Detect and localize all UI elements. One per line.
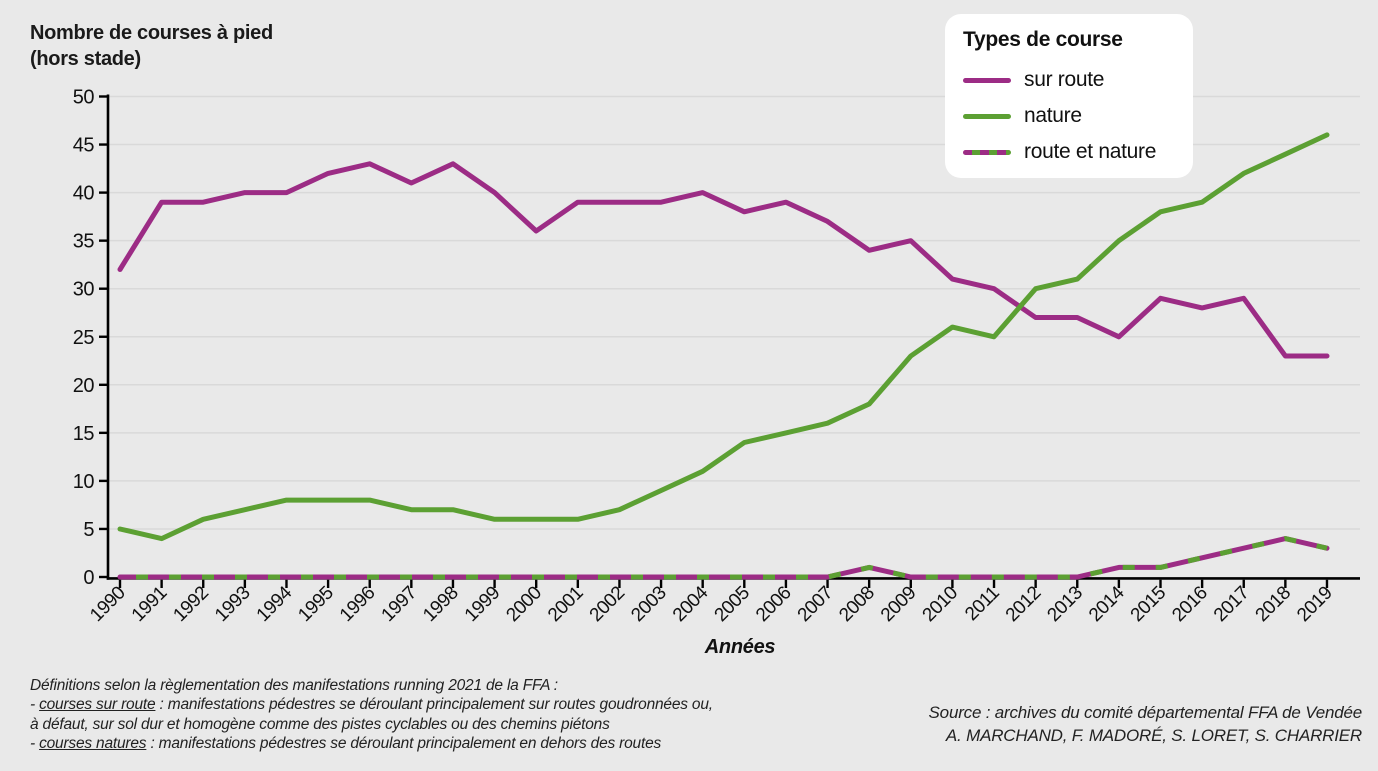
x-tick-label: 2003 [627,583,670,626]
x-tick-label: 1998 [419,583,462,626]
y-tick-label: 10 [73,471,95,493]
chart-title-line1: Nombre de courses à pied [30,22,273,44]
x-tick-label: 2002 [586,583,629,626]
x-tick-label: 2007 [794,583,837,626]
footnote-text: - [30,696,40,714]
y-tick-label: 30 [73,279,95,301]
chart-title-line2: (hors stade) [30,48,141,70]
y-tick-label: 20 [73,375,95,397]
footnote-term-underlined: courses sur route [39,696,156,714]
x-tick-label: 2010 [919,583,962,626]
x-tick-label: 2008 [835,583,878,626]
x-tick-label: 2018 [1252,583,1295,626]
series-line-route-et-nature-dash-overlay [120,536,1328,580]
x-tick-label: 1995 [294,583,337,626]
x-tick-label: 1990 [86,583,129,626]
footnote-text: : manifestations pédestres se déroulant … [155,696,714,714]
y-tick-label: 40 [73,183,95,205]
footnote-line: - courses sur route : manifestations péd… [30,695,713,714]
footnote-term-underlined: courses natures [39,734,147,752]
y-tick-label: 5 [83,519,94,541]
x-tick-label: 2017 [1210,583,1253,626]
x-tick-label: 2019 [1293,583,1336,626]
x-tick-label: 2009 [877,583,920,626]
footnote-text: à défaut, sur sol dur et homogène comme … [30,715,610,733]
series-line-route-et-nature [117,536,1330,580]
y-tick-label: 0 [83,567,94,589]
y-tick-label: 25 [73,327,95,349]
x-tick-label: 2014 [1085,582,1129,626]
x-tick-label: 1996 [336,583,379,626]
footnote-text: : manifestations pédestres se déroulant … [146,734,662,752]
legend-items: sur route nature route et nature [963,62,1175,170]
x-tick-label: 2016 [1168,583,1211,626]
x-tick-label: 1999 [461,583,504,626]
x-tick-label: 2001 [544,583,587,626]
footnote-text: Définitions selon la règlementation des … [30,677,558,694]
source-credit: Source : archives du comité départementa… [928,702,1363,747]
series-line-sur-route [117,161,1330,359]
x-tick-label: 1993 [211,583,254,626]
series-line-nature [117,132,1330,542]
y-tick-label: 35 [73,231,95,253]
x-tick-label: 2015 [1127,583,1170,626]
legend-swatch-dashed-line [963,149,1011,155]
legend-item-route-et-nature: route et nature [963,134,1175,170]
legend-item-label: route et nature [1024,140,1157,163]
y-tick-label: 15 [73,423,95,445]
legend-item-nature: nature [963,98,1175,134]
source-line2: A. MARCHAND, F. MADORÉ, S. LORET, S. CHA… [945,725,1362,745]
legend-item-label: nature [1024,104,1082,127]
footnote-line: à défaut, sur sol dur et homogène comme … [30,715,713,734]
x-tick-label: 1997 [378,583,421,626]
x-axis-title: Années [704,636,776,658]
legend-swatch-solid-line [963,113,1011,119]
x-tick-label: 2013 [1043,583,1086,626]
x-tick-label: 1994 [253,582,297,626]
chart-title: Nombre de courses à pied (hors stade) [30,20,273,72]
source-line1: Source : archives du comité départementa… [928,703,1363,722]
footnote-line: Définitions selon la règlementation des … [30,676,713,695]
legend-item-label: sur route [1024,68,1105,91]
legend-item-sur-route: sur route [963,62,1175,98]
y-tick-label: 45 [73,135,95,157]
x-tick-label: 2004 [669,582,713,626]
footnote-text: - [30,734,40,752]
x-tick-label: 2005 [711,583,754,626]
legend: Types de course sur route nature route et … [945,14,1193,178]
footnote-line: - courses natures : manifestations pédes… [30,734,713,753]
legend-title: Types de course [963,28,1123,51]
x-tick-label: 2011 [961,583,1003,625]
x-tick-label: 1992 [169,583,212,626]
legend-swatch-solid-line [963,77,1011,83]
footnotes: Définitions selon la règlementation des … [30,676,713,753]
x-tick-label: 2012 [1002,583,1045,626]
x-tick-label: 1991 [128,583,171,626]
y-tick-label: 50 [73,87,95,109]
x-tick-label: 2000 [502,583,545,626]
x-tick-label: 2006 [752,583,795,626]
